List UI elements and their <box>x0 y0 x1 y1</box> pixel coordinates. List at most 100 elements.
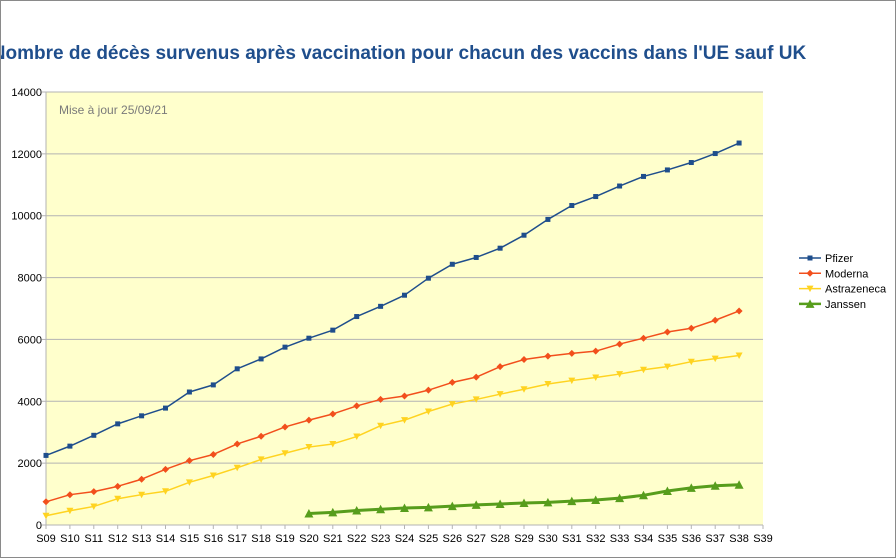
data-point-astrazeneca <box>616 371 624 378</box>
data-point-pfizer <box>139 413 145 419</box>
data-point-pfizer <box>664 167 670 173</box>
data-point-moderna <box>353 402 361 410</box>
data-point-janssen <box>639 490 648 500</box>
data-point-janssen <box>686 483 696 492</box>
series-line-pfizer <box>45 142 740 457</box>
data-point-moderna <box>305 416 313 424</box>
x-tick-label: S28 <box>490 533 510 545</box>
data-point-pfizer <box>91 432 97 438</box>
data-point-moderna <box>401 392 408 400</box>
x-tick-label: S17 <box>227 533 247 545</box>
legend-label: Moderna <box>825 268 869 280</box>
data-point-pfizer <box>378 303 384 309</box>
data-point-janssen <box>662 486 672 495</box>
data-point-astrazeneca <box>472 396 480 403</box>
data-point-astrazeneca <box>424 408 432 415</box>
data-point-moderna <box>281 423 289 431</box>
x-tick-label: S30 <box>538 533 558 545</box>
data-point-moderna <box>568 349 576 357</box>
data-point-astrazeneca <box>90 503 98 510</box>
x-tick-label: S24 <box>395 533 415 545</box>
data-point-astrazeneca <box>687 358 695 366</box>
data-point-astrazeneca <box>281 450 289 457</box>
data-point-janssen <box>567 496 577 506</box>
data-point-pfizer <box>688 160 694 166</box>
data-point-janssen <box>400 503 409 512</box>
data-point-pfizer <box>258 356 264 362</box>
x-tick-label: S10 <box>60 533 80 545</box>
x-tick-label: S27 <box>466 533 486 545</box>
data-point-pfizer <box>186 389 192 395</box>
data-point-pfizer <box>330 327 336 333</box>
data-point-pfizer <box>449 261 455 267</box>
data-point-pfizer <box>43 452 49 458</box>
data-point-astrazeneca <box>185 479 193 486</box>
legend-label: Pfizer <box>825 253 853 265</box>
data-point-moderna <box>520 356 528 364</box>
data-point-astrazeneca <box>138 491 146 499</box>
data-point-janssen <box>734 480 744 489</box>
x-tick-label: S38 <box>729 533 749 545</box>
data-point-astrazeneca <box>711 355 719 363</box>
update-annotation: Mise à jour 25/09/21 <box>59 103 168 117</box>
x-tick-label: S31 <box>562 533 582 545</box>
chart-title: Nombre de décès survenus après vaccinati… <box>1 43 806 64</box>
x-tick-label: S14 <box>156 533 176 545</box>
x-tick-label: S35 <box>658 533 678 545</box>
x-tick-label: S09 <box>36 533 56 545</box>
y-axis: 0 2000 4000 6000 8000 10000 12000 14000 <box>11 87 47 532</box>
series-astrazeneca <box>42 352 743 520</box>
x-tick-label: S29 <box>514 533 534 545</box>
y-tick-label: 8000 <box>18 273 42 285</box>
data-point-janssen <box>376 504 386 514</box>
data-point-astrazeneca <box>520 386 528 393</box>
data-point-moderna <box>233 440 241 448</box>
data-point-pfizer <box>425 275 431 281</box>
x-axis: S09 S10 S11 S12 S13 S14 S15 S16 S17 S18 S19 S20 S21 S… <box>36 524 773 545</box>
data-point-moderna <box>496 363 504 371</box>
x-tick-label: S25 <box>419 533 439 545</box>
data-point-moderna <box>138 475 146 483</box>
data-point-astrazeneca <box>592 374 600 381</box>
legend-swatch-marker <box>806 269 814 277</box>
data-point-pfizer <box>67 443 73 449</box>
data-point-astrazeneca <box>257 456 265 463</box>
data-point-moderna <box>162 465 169 473</box>
legend-item-astrazeneca: Astrazeneca <box>799 284 887 296</box>
data-point-pfizer <box>593 194 599 200</box>
data-point-janssen <box>304 509 314 518</box>
series-moderna <box>42 307 743 506</box>
data-point-moderna <box>592 347 600 355</box>
data-point-astrazeneca <box>66 507 74 515</box>
x-tick-label: S11 <box>84 533 103 545</box>
data-point-janssen <box>543 497 553 507</box>
data-point-pfizer <box>354 314 360 320</box>
x-tick-label: S26 <box>443 533 463 545</box>
x-tick-label: S36 <box>682 533 702 545</box>
legend-swatch-marker <box>807 255 813 261</box>
data-point-astrazeneca <box>496 391 504 398</box>
data-point-astrazeneca <box>401 417 408 424</box>
data-point-moderna <box>185 457 193 465</box>
data-point-moderna <box>472 373 480 381</box>
data-point-moderna <box>663 328 671 336</box>
data-point-astrazeneca <box>42 512 50 520</box>
data-point-astrazeneca <box>640 366 647 374</box>
data-point-pfizer <box>282 344 288 350</box>
data-point-moderna <box>448 378 456 386</box>
data-point-astrazeneca <box>209 472 217 480</box>
legend: Pfizer Moderna Astrazeneca Janssen <box>799 253 887 311</box>
data-point-pfizer <box>163 405 168 411</box>
data-point-janssen <box>471 500 481 509</box>
data-point-astrazeneca <box>735 352 743 360</box>
x-tick-label: S18 <box>251 533 271 545</box>
data-point-pfizer <box>473 254 479 260</box>
data-point-pfizer <box>617 183 623 189</box>
data-point-pfizer <box>234 366 240 372</box>
data-point-astrazeneca <box>568 377 576 385</box>
data-point-pfizer <box>712 151 718 157</box>
data-point-moderna <box>377 395 385 403</box>
data-point-moderna <box>66 491 74 499</box>
data-point-pfizer <box>736 140 742 146</box>
